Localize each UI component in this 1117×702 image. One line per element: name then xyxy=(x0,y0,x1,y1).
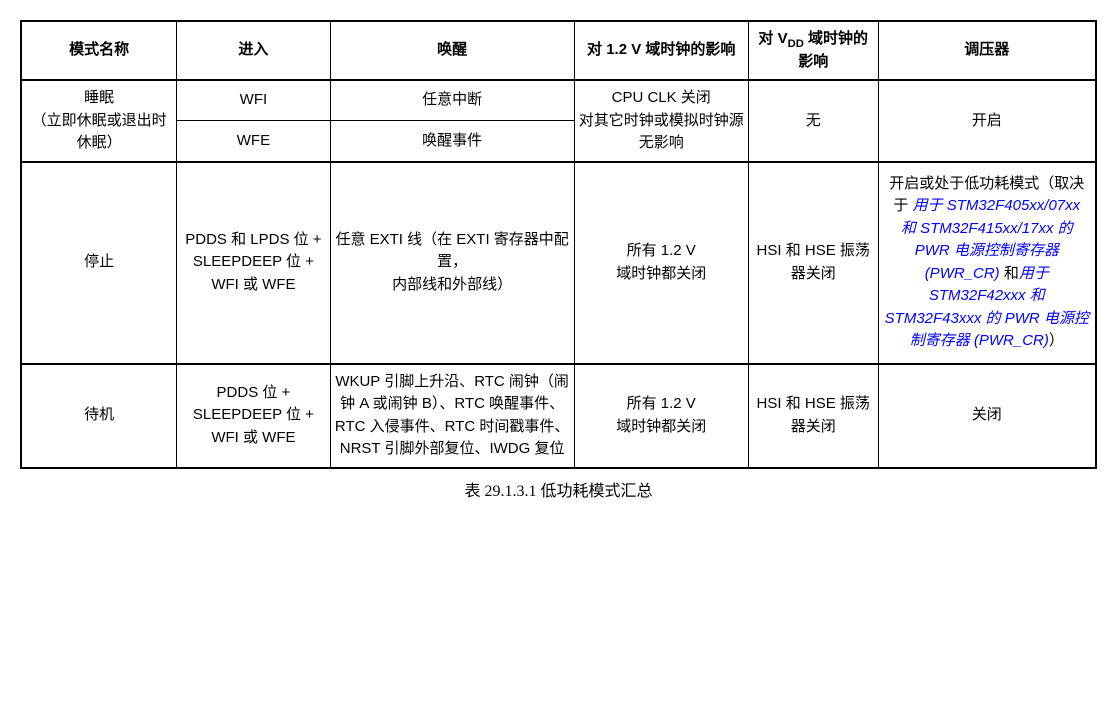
cell-standby-mode: 待机 xyxy=(21,364,177,468)
cell-sleep-entry2: WFE xyxy=(177,121,331,162)
th-impact-12v-bold: 1.2 V xyxy=(606,41,641,58)
th-impact-12v-post: 域时钟的影响 xyxy=(641,41,735,58)
cell-standby-impactvdd: HSI 和 HSE 振荡器关闭 xyxy=(748,364,878,468)
th-impact-12v: 对 1.2 V 域时钟的影响 xyxy=(574,21,748,80)
cell-stop-reg-post: ） xyxy=(1049,332,1064,349)
th-mode: 模式名称 xyxy=(21,21,177,80)
cell-sleep-impact12v: CPU CLK 关闭 对其它时钟或模拟时钟源无影响 xyxy=(574,80,748,162)
cell-sleep-regulator: 开启 xyxy=(878,80,1096,162)
cell-standby-entry: PDDS 位 + SLEEPDEEP 位 + WFI 或 WFE xyxy=(177,364,331,468)
table-row-standby: 待机 PDDS 位 + SLEEPDEEP 位 + WFI 或 WFE WKUP… xyxy=(21,364,1096,468)
cell-sleep-impact12v-l2: 对其它时钟或模拟时钟源无影响 xyxy=(579,112,744,152)
cell-stop-regulator: 开启或处于低功耗模式（取决于 用于 STM32F405xx/07xx 和 STM… xyxy=(878,162,1096,364)
cell-sleep-mode: 睡眠 （立即休眠或退出时休眠） xyxy=(21,80,177,162)
cell-sleep-impactvdd: 无 xyxy=(748,80,878,162)
th-impact-vdd: 对 VDD 域时钟的影响 xyxy=(748,21,878,80)
th-impact-vdd-bold1: V xyxy=(778,30,788,47)
th-impact-vdd-pre: 对 xyxy=(758,30,777,47)
th-regulator: 调压器 xyxy=(878,21,1096,80)
th-impact-vdd-post: 域时钟的影响 xyxy=(798,30,868,70)
cell-sleep-wake1: 任意中断 xyxy=(330,80,574,121)
cell-sleep-entry1: WFI xyxy=(177,80,331,121)
th-wake: 唤醒 xyxy=(330,21,574,80)
table-row-stop: 停止 PDDS 和 LPDS 位 + SLEEPDEEP 位 + WFI 或 W… xyxy=(21,162,1096,364)
cell-stop-impact12v: 所有 1.2 V 域时钟都关闭 xyxy=(574,162,748,364)
power-modes-table: 模式名称 进入 唤醒 对 1.2 V 域时钟的影响 对 VDD 域时钟的影响 调… xyxy=(20,20,1097,469)
table-container: 模式名称 进入 唤醒 对 1.2 V 域时钟的影响 对 VDD 域时钟的影响 调… xyxy=(20,20,1097,501)
cell-stop-reg-mid: 和 xyxy=(1000,265,1019,282)
th-impact-12v-pre: 对 xyxy=(587,41,606,58)
cell-stop-reg-link1[interactable]: 用于 STM32F405xx/07xx 和 STM32F415xx/17xx 的… xyxy=(901,197,1080,282)
table-row-sleep-1: 睡眠 （立即休眠或退出时休眠） WFI 任意中断 CPU CLK 关闭 对其它时… xyxy=(21,80,1096,121)
table-header-row: 模式名称 进入 唤醒 对 1.2 V 域时钟的影响 对 VDD 域时钟的影响 调… xyxy=(21,21,1096,80)
cell-stop-impactvdd: HSI 和 HSE 振荡器关闭 xyxy=(748,162,878,364)
th-impact-vdd-sub: DD xyxy=(788,38,804,50)
cell-stop-mode: 停止 xyxy=(21,162,177,364)
cell-stop-wake: 任意 EXTI 线（在 EXTI 寄存器中配置， 内部线和外部线） xyxy=(330,162,574,364)
table-caption: 表 29.1.3.1 低功耗模式汇总 xyxy=(20,477,1097,501)
cell-standby-wake: WKUP 引脚上升沿、RTC 闹钟（闹钟 A 或闹钟 B）、RTC 唤醒事件、R… xyxy=(330,364,574,468)
cell-stop-entry: PDDS 和 LPDS 位 + SLEEPDEEP 位 + WFI 或 WFE xyxy=(177,162,331,364)
cell-standby-regulator: 关闭 xyxy=(878,364,1096,468)
cell-standby-impact12v: 所有 1.2 V 域时钟都关闭 xyxy=(574,364,748,468)
th-entry: 进入 xyxy=(177,21,331,80)
cell-sleep-wake2: 唤醒事件 xyxy=(330,121,574,162)
cell-sleep-impact12v-l1: CPU CLK 关闭 xyxy=(612,89,711,106)
